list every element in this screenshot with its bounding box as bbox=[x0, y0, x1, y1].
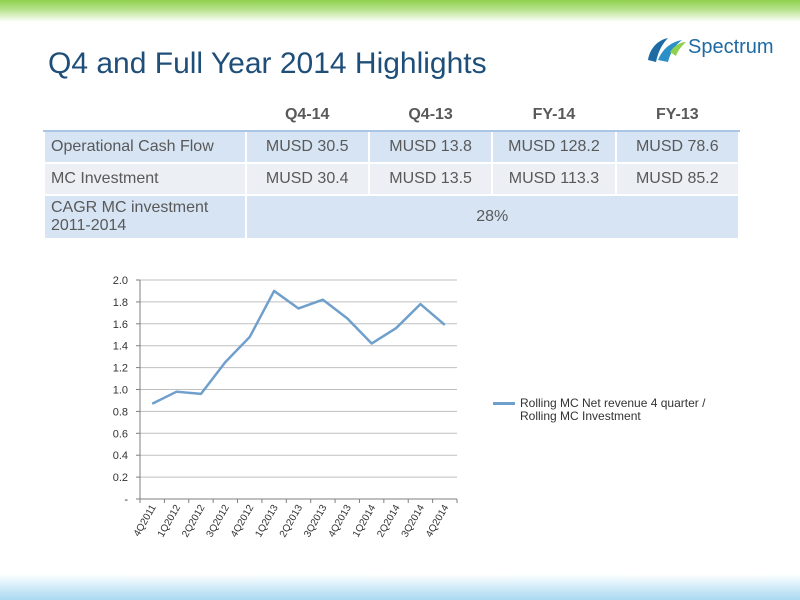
spectrum-logo: Spectrum bbox=[644, 30, 784, 70]
highlights-table: Q4-14 Q4-13 FY-14 FY-13 Operational Cash… bbox=[43, 98, 741, 240]
table-cell: MUSD 30.4 bbox=[244, 162, 370, 196]
y-tick-label: - bbox=[124, 494, 128, 506]
header-cell-fy-13: FY-13 bbox=[614, 98, 741, 132]
header-cell-q4-13: Q4-13 bbox=[367, 98, 494, 132]
y-tick-label: 1.4 bbox=[113, 341, 128, 353]
y-tick-label: 0.4 bbox=[113, 450, 128, 462]
header-cell-fy-14: FY-14 bbox=[491, 98, 617, 132]
y-tick-label: 0.8 bbox=[113, 406, 128, 418]
y-tick-label: 1.2 bbox=[113, 363, 128, 375]
top-decorative-band bbox=[0, 0, 800, 22]
series-line bbox=[151, 289, 446, 405]
y-tick-label: 1.8 bbox=[113, 297, 128, 309]
y-tick-label: 1.6 bbox=[113, 319, 128, 331]
row-label: CAGR MC investment 2011-2014 bbox=[43, 194, 247, 240]
logo-icon bbox=[648, 38, 686, 62]
table-cell: MUSD 13.5 bbox=[367, 162, 494, 196]
merged-cell: 28% bbox=[244, 194, 741, 240]
row-label: Operational Cash Flow bbox=[43, 130, 247, 164]
table-cell: MUSD 30.5 bbox=[244, 130, 370, 164]
table-row: MC Investment MUSD 30.4 MUSD 13.5 MUSD 1… bbox=[43, 162, 741, 196]
table-cell: MUSD 113.3 bbox=[491, 162, 617, 196]
y-tick-label: 1.0 bbox=[113, 385, 128, 397]
x-tick-label: 4Q2014 bbox=[424, 503, 452, 540]
bottom-decorative-band bbox=[0, 574, 800, 600]
legend-label: Rolling MC Net revenue 4 quarter / Rolli… bbox=[520, 396, 706, 423]
y-tick-label: 0.6 bbox=[113, 428, 128, 440]
table-row: CAGR MC investment 2011-2014 28% bbox=[43, 194, 741, 240]
y-tick-label: 2.0 bbox=[113, 275, 128, 287]
table-cell: MUSD 128.2 bbox=[491, 130, 617, 164]
table-row: Operational Cash Flow MUSD 30.5 MUSD 13.… bbox=[43, 130, 741, 164]
table-cell: MUSD 78.6 bbox=[614, 130, 741, 164]
y-tick-label: 0.2 bbox=[113, 472, 128, 484]
chart-svg: -0.20.40.60.81.01.21.41.61.82.04Q20111Q2… bbox=[113, 275, 458, 540]
line-chart: -0.2 0.4 0.6 0.8 1.0 1.2 1.4 1.6 1.8 2.0 4Q2011 1Q2… bbox=[90, 268, 770, 543]
header-cell-q4-14: Q4-14 bbox=[244, 98, 370, 132]
header-cell-corner bbox=[43, 98, 247, 132]
legend-swatch bbox=[493, 402, 515, 405]
logo-text: Spectrum bbox=[688, 36, 774, 58]
x-tick-label: 4Q2011 bbox=[132, 503, 159, 539]
table-cell: MUSD 85.2 bbox=[614, 162, 741, 196]
table-cell: MUSD 13.8 bbox=[367, 130, 494, 164]
page-title: Q4 and Full Year 2014 Highlights bbox=[48, 47, 487, 80]
row-label: MC Investment bbox=[43, 162, 247, 196]
table-header-row: Q4-14 Q4-13 FY-14 FY-13 bbox=[43, 98, 741, 132]
